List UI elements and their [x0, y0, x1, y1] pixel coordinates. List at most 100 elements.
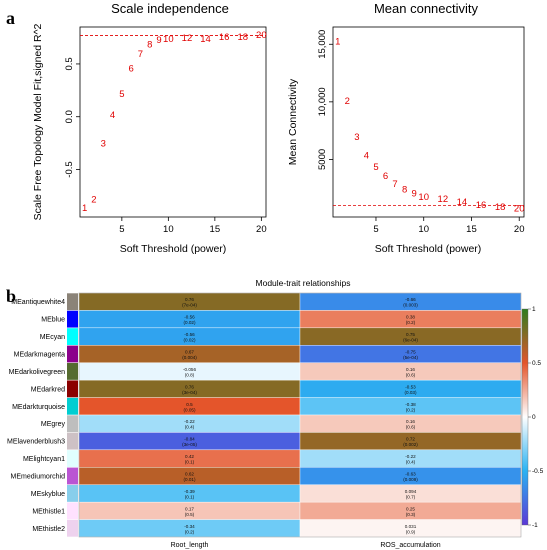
cell-correlation: 0.5: [186, 402, 193, 407]
data-point-label: 16: [219, 32, 230, 43]
cell-correlation: 0.67: [185, 350, 194, 355]
row-label: MEdarkmagenta: [14, 352, 65, 359]
data-point-label: 4: [364, 150, 369, 161]
heatmap-row: MEdarkred 0.76(3e-04) -0.53(0.03): [31, 379, 522, 398]
x-ticks: 5 10 15 20: [373, 217, 525, 235]
cell-correlation: 0.16: [406, 367, 415, 372]
heatmap-row: MEgrey -0.22(0.4) 0.16(0.6): [41, 414, 522, 433]
cell-pvalue: (3e-04): [182, 390, 197, 395]
y-tick-label: 10,000: [317, 87, 328, 116]
x-tick-label: 10: [418, 224, 429, 235]
heatmap-frame: [78, 292, 522, 538]
cell-correlation: -0.38: [405, 402, 416, 407]
data-point-label: 7: [138, 49, 143, 60]
cell-correlation: 0.16: [406, 419, 415, 424]
cell-correlation: -0.34: [184, 524, 195, 529]
cell-correlation: -0.56: [184, 332, 195, 337]
cell-pvalue: (0.02): [183, 320, 195, 325]
heatmap-row: MEdarkmagenta 0.67(0.004) -0.75(5e-04): [14, 345, 522, 363]
heatmap-row: MEdarkturquoise 0.5(0.05) -0.38(0.2): [12, 397, 522, 416]
cell-pvalue: (0.4): [406, 460, 416, 465]
cell-correlation: -0.84: [184, 437, 195, 442]
row-label: MElightcyan1: [23, 456, 65, 463]
cell-pvalue: (0.003): [403, 303, 418, 308]
data-point-label: 3: [101, 139, 106, 150]
cell-correlation: 0.62: [185, 472, 194, 477]
row-label: MElavenderblush3: [7, 439, 65, 446]
heatmap-column-labels: Root_length ROS_accumulation: [171, 542, 441, 549]
plot-frame: [79, 26, 267, 218]
cell-correlation: -0.39: [184, 489, 195, 494]
cell-pvalue: (0.009): [403, 477, 418, 482]
cell-correlation: -0.056: [183, 367, 196, 372]
module-color-swatch: [67, 397, 78, 415]
cell-pvalue: (0.002): [403, 442, 418, 447]
data-point-label: 16: [476, 200, 487, 211]
color-legend-ticks: 1 0.5 0 -0.5 -1: [528, 306, 544, 529]
heatmap-row: MEantiquewhite4 0.76(7e-04) -0.66(0.003): [11, 292, 522, 311]
cell-pvalue: (0.8): [185, 372, 195, 377]
heatmap-row: MEmediumorchid 0.62(0.01) -0.63(0.009): [11, 467, 522, 485]
data-point-label: 1: [335, 36, 340, 47]
heatmap-row: MElightcyan1 0.42(0.1) -0.22(0.4): [23, 449, 522, 468]
panel-label-b: b: [6, 286, 16, 306]
row-label: MEskyblue: [31, 491, 65, 498]
cell-pvalue: (0.2): [185, 529, 195, 534]
module-color-swatch: [67, 432, 78, 450]
cell-pvalue: (0.6): [406, 425, 416, 430]
row-label: MEdarkolivegreen: [9, 369, 66, 376]
module-color-swatch: [67, 380, 78, 398]
module-color-swatch: [67, 450, 78, 467]
data-point-label: 20: [514, 203, 525, 214]
cell-pvalue: (0.9): [406, 529, 416, 534]
cell-pvalue: (0.05): [183, 407, 195, 412]
cell-pvalue: (0.3): [406, 512, 416, 517]
module-color-swatch: [67, 345, 78, 363]
data-point-label: 4: [110, 110, 115, 121]
cell-correlation: -0.63: [405, 472, 416, 477]
column-label: Root_length: [171, 542, 209, 549]
x-tick-label: 15: [466, 224, 477, 235]
data-point-label: 7: [392, 179, 397, 190]
row-label: MEgrey: [41, 421, 66, 428]
module-color-swatch: [67, 519, 78, 537]
heatmap-title: Module-trait relationships: [256, 278, 351, 288]
heatmap-rows: MEantiquewhite4 0.76(7e-04)-0.66(0.003)ME…: [7, 292, 522, 538]
module-color-swatch: [67, 328, 78, 345]
cell-pvalue: (3e-05): [182, 442, 197, 447]
cell-correlation: 0.094: [405, 489, 417, 494]
module-color-swatch: [67, 293, 78, 311]
x-tick-label: 15: [210, 224, 221, 235]
legend-tick-label: 1: [532, 306, 536, 313]
cell-pvalue: (0.2): [406, 320, 416, 325]
legend-tick-label: -0.5: [532, 468, 544, 475]
heatmap-row: MEblue -0.56(0.02) 0.38(0.2): [41, 310, 522, 329]
heatmap-row: MEcyan -0.56(0.02) 0.75(6e-04): [40, 327, 522, 346]
y-axis-label: Mean Connectivity: [287, 78, 299, 165]
color-legend-bar: [521, 308, 529, 526]
row-label: MEblue: [41, 317, 65, 324]
x-tick-label: 20: [256, 224, 267, 235]
data-point-label: 9: [412, 188, 417, 199]
module-color-swatch: [67, 310, 78, 328]
legend-tick-label: -1: [532, 522, 538, 529]
cell-pvalue: (0.2): [406, 407, 416, 412]
module-color-swatch: [67, 485, 78, 502]
y-tick-label: 15,000: [317, 30, 328, 59]
x-tick-label: 10: [163, 224, 174, 235]
y-axis-label: Scale Free Topology Model Fit,signed R^2: [32, 23, 44, 220]
cell-pvalue: (0.02): [183, 338, 195, 343]
data-point-label: 12: [182, 33, 193, 44]
data-point-label: 2: [345, 96, 350, 107]
panel-label-a: a: [6, 8, 15, 28]
data-point-label: 1: [82, 203, 87, 214]
x-tick-label: 5: [373, 224, 378, 235]
data-point-label: 20: [256, 30, 267, 41]
column-label: ROS_accumulation: [380, 542, 440, 549]
data-point-label: 6: [383, 171, 388, 182]
y-tick-label: 0.0: [64, 110, 75, 123]
cell-pvalue: (0.004): [182, 355, 197, 360]
scale-independence-title: Scale independence: [111, 1, 229, 16]
